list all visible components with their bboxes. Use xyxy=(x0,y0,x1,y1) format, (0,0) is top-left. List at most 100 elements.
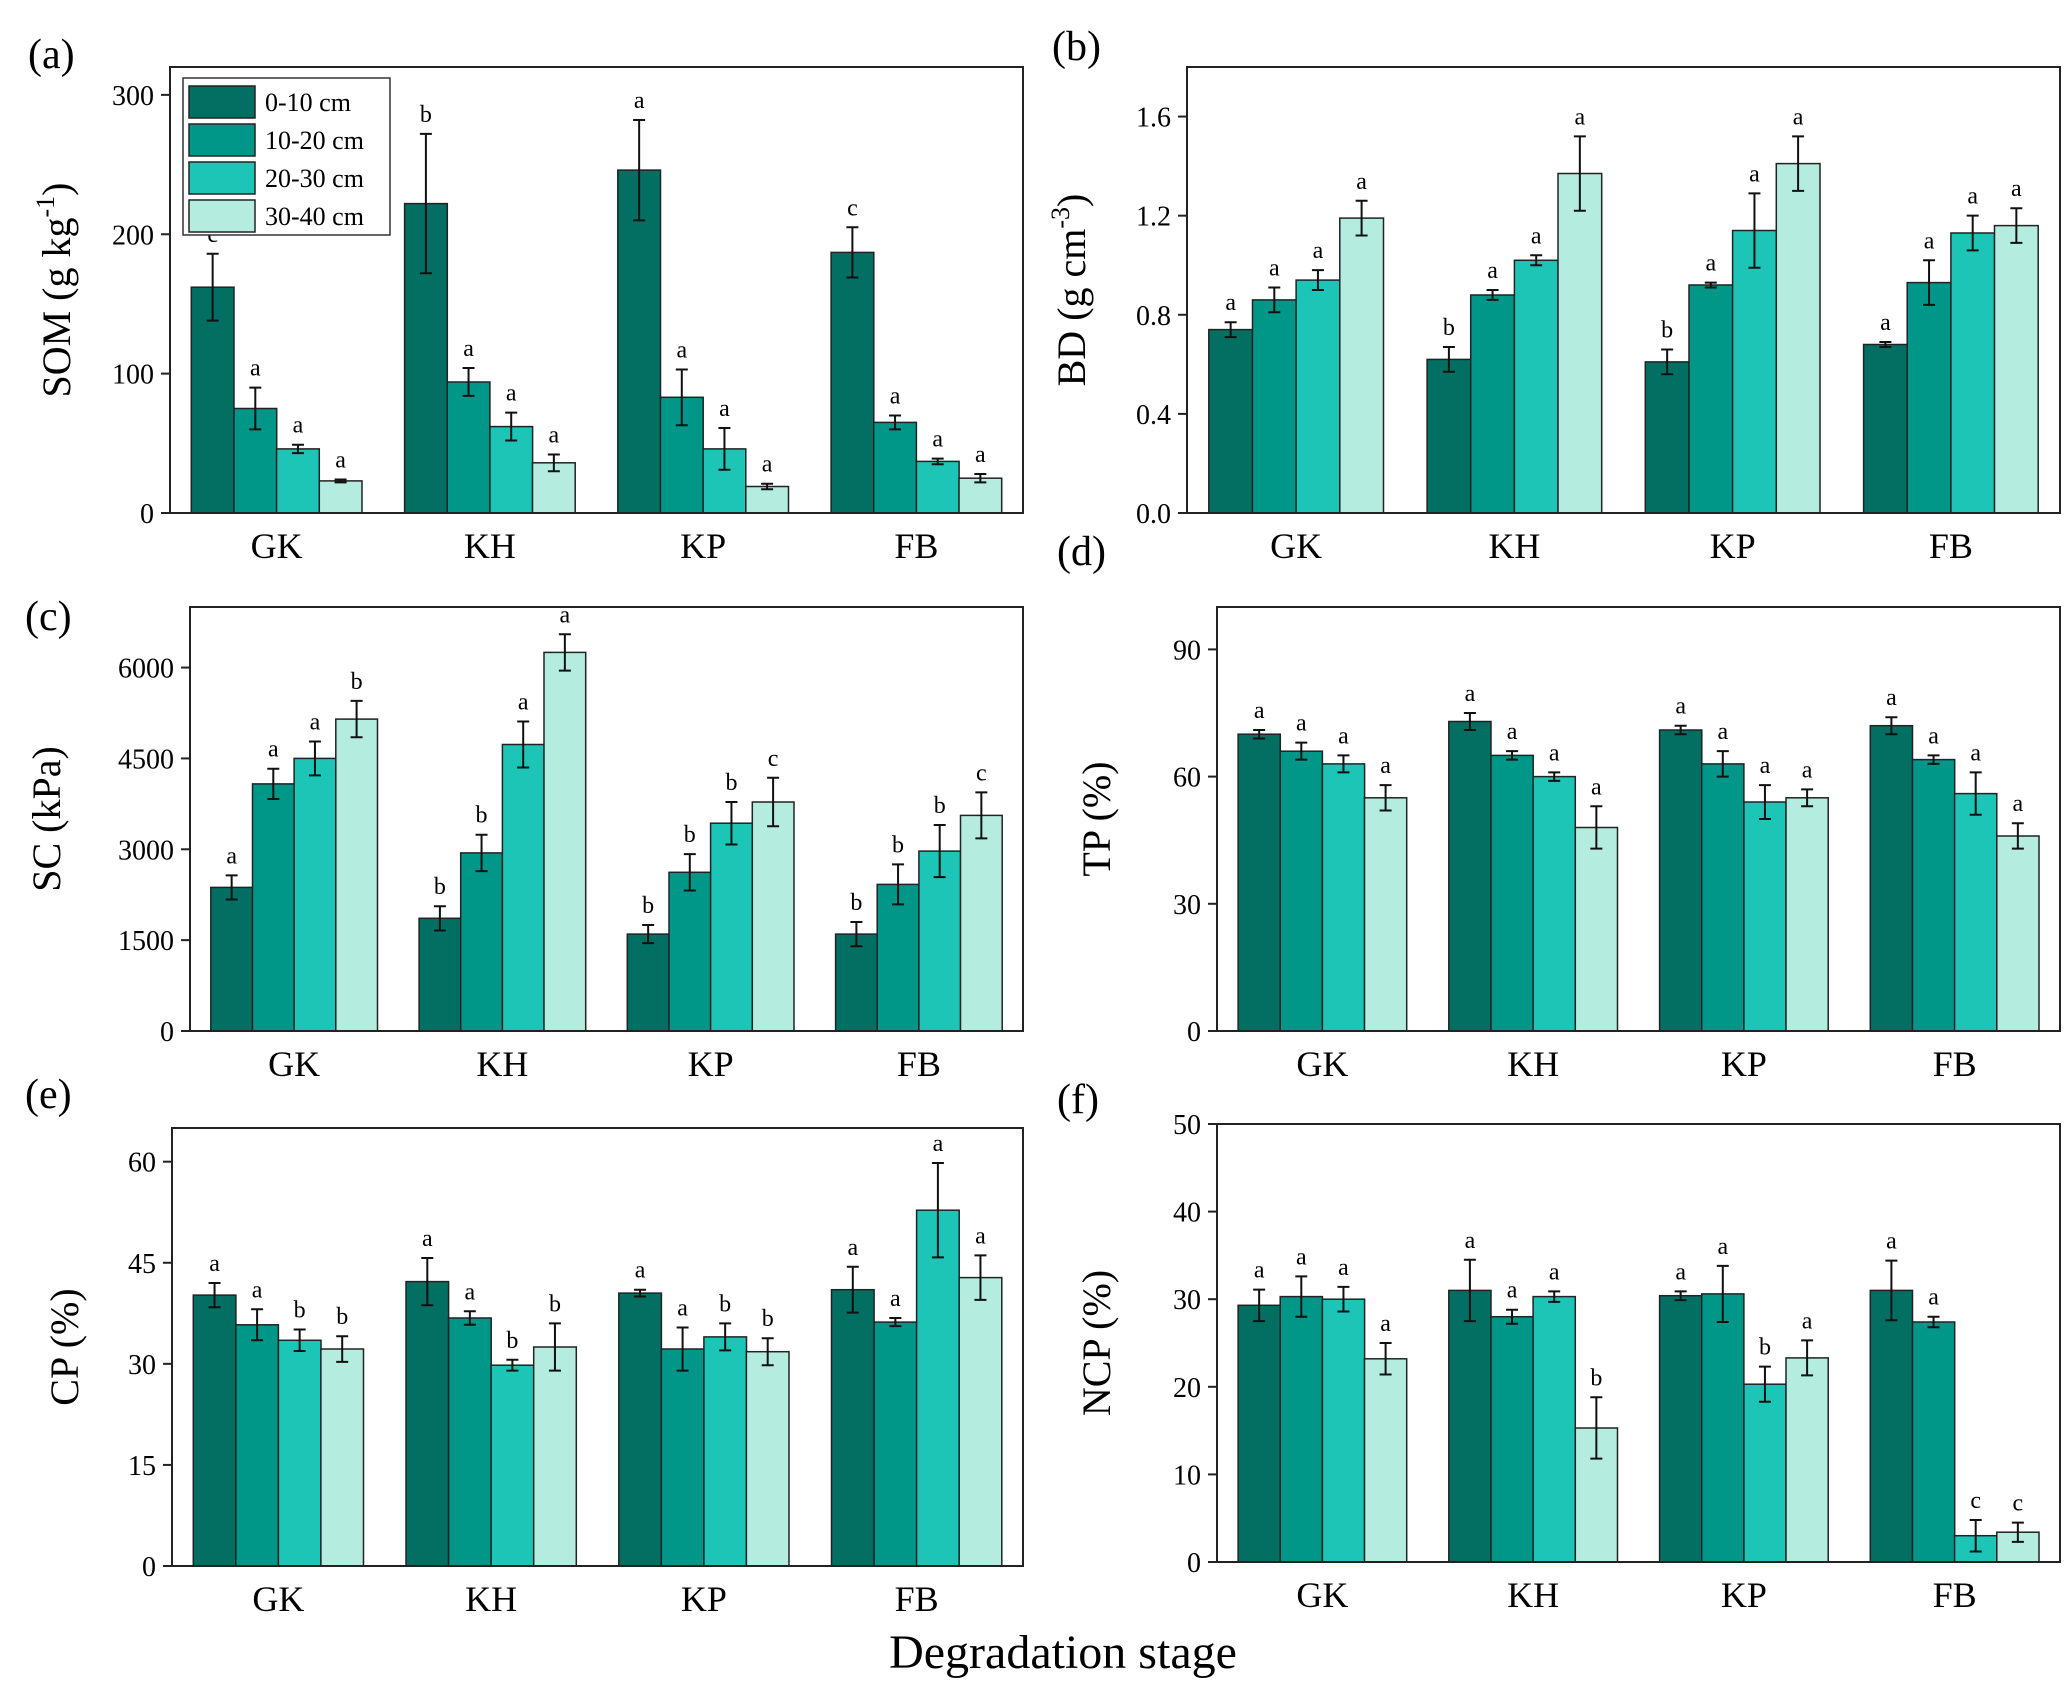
bar-FB-10-20cm xyxy=(876,883,920,1032)
error-bar xyxy=(475,833,488,873)
bar-GK-20-30cm xyxy=(275,448,321,514)
significance-letter: b xyxy=(294,1297,306,1323)
significance-letter: a xyxy=(422,1226,433,1252)
y-tick-label: 30 xyxy=(128,1350,156,1381)
error-bar xyxy=(676,1326,689,1372)
error-bar xyxy=(463,1310,476,1326)
significance-letter: b xyxy=(1759,1335,1771,1361)
y-tick-label: 40 xyxy=(1173,1198,1201,1229)
y-tick-label: 45 xyxy=(128,1249,156,1280)
significance-letter: a xyxy=(310,709,321,735)
error-bar xyxy=(506,1358,519,1372)
bar-GK-20-30cm xyxy=(293,757,337,1032)
x-tick-label: FB xyxy=(897,1044,941,1084)
panel-label: (c) xyxy=(25,594,72,640)
x-tick-label: FB xyxy=(1929,526,1973,566)
bar-KP-0-10cm xyxy=(1658,729,1703,1032)
significance-letter: a xyxy=(1924,228,1935,254)
bar-KP-30-40cm xyxy=(1775,162,1821,514)
x-tick-label: KH xyxy=(1488,526,1540,566)
x-tick-label: KP xyxy=(1721,1575,1767,1615)
x-tick-label: KH xyxy=(476,1044,528,1084)
significance-letter: b xyxy=(1443,315,1455,341)
error-bar xyxy=(1442,345,1455,373)
significance-letter: b xyxy=(934,793,946,819)
significance-letter: b xyxy=(850,890,862,916)
bar-FB-20-30cm xyxy=(1950,232,1996,514)
bar-GK-30-40cm xyxy=(1363,1358,1408,1563)
bar-KP-10-20cm xyxy=(659,396,704,514)
error-bar xyxy=(1337,754,1350,774)
error-bar xyxy=(1923,259,1936,306)
bar-KP-0-10cm xyxy=(626,933,670,1032)
significance-letter: a xyxy=(847,1235,858,1261)
error-bar xyxy=(1379,1342,1392,1376)
significance-letter: c xyxy=(976,760,987,786)
error-bar xyxy=(1969,771,1982,816)
significance-letter: a xyxy=(463,336,474,362)
x-tick-label: KP xyxy=(688,1044,734,1084)
bar-GK-30-40cm xyxy=(1363,797,1408,1032)
error-bar xyxy=(1311,269,1324,291)
significance-letter: a xyxy=(975,442,986,468)
y-tick-label: 1500 xyxy=(118,926,174,957)
error-bar xyxy=(1506,750,1519,761)
y-axis-title: SOM (g kg-1) xyxy=(31,182,79,397)
y-tick-label: 60 xyxy=(1173,763,1201,794)
error-bar xyxy=(2011,822,2024,850)
significance-letter: b xyxy=(1661,317,1673,343)
error-bar xyxy=(1506,1308,1519,1325)
bar-GK-10-20cm xyxy=(251,783,295,1032)
significance-letter: a xyxy=(1507,1278,1518,1304)
error-bar xyxy=(1337,1285,1350,1313)
significance-letter: a xyxy=(1705,251,1716,277)
error-bar xyxy=(634,1288,647,1298)
bar-FB-30-40cm xyxy=(1996,835,2040,1032)
panel-label: (f) xyxy=(1057,1077,1099,1123)
error-bar xyxy=(892,863,905,906)
bar-KH-30-40cm xyxy=(532,1346,578,1567)
x-tick-label: KP xyxy=(1710,526,1756,566)
legend-swatch xyxy=(188,199,256,233)
bar-KH-30-40cm xyxy=(1574,826,1619,1032)
significance-letter: a xyxy=(549,422,560,448)
bar-KH-10-20cm xyxy=(446,381,491,514)
x-tick-label: KH xyxy=(464,526,516,566)
significance-letter: a xyxy=(1749,161,1760,187)
significance-letter: a xyxy=(635,1258,646,1284)
panel-c: a a a b GK b b a a KH b b b c KP b b b c FB 0 1500 3000 4500 600… xyxy=(24,594,1024,1084)
error-bar xyxy=(1463,712,1476,731)
significance-letter: a xyxy=(1313,238,1324,264)
error-bar xyxy=(251,1308,264,1342)
bar-GK-30-40cm xyxy=(335,718,379,1032)
error-bar xyxy=(308,740,321,777)
error-bar xyxy=(1966,214,1979,252)
significance-letter: a xyxy=(1465,1228,1476,1254)
error-bar xyxy=(1879,341,1892,348)
bar-GK-20-30cm xyxy=(277,1339,322,1567)
bar-KP-10-20cm xyxy=(1700,1293,1745,1563)
legend-label: 20-30 cm xyxy=(265,164,364,193)
plot-frame xyxy=(189,606,1024,1032)
bar-KH-20-30cm xyxy=(501,743,545,1032)
error-bar xyxy=(208,1281,221,1309)
x-tick-label: FB xyxy=(895,1579,939,1619)
significance-letter: a xyxy=(2011,176,2022,202)
y-tick-label: 0 xyxy=(1187,1017,1201,1048)
error-bar xyxy=(633,118,646,222)
error-bar xyxy=(1355,199,1368,237)
legend-label: 0-10 cm xyxy=(265,88,351,117)
significance-letter: a xyxy=(250,356,261,382)
error-bar xyxy=(1486,289,1499,301)
significance-letter: a xyxy=(1254,1258,1265,1284)
bar-FB-0-10cm xyxy=(830,251,875,514)
error-bar xyxy=(725,801,738,846)
bar-KH-20-30cm xyxy=(1513,259,1559,514)
y-tick-label: 10 xyxy=(1173,1460,1201,1491)
legend-swatch xyxy=(188,123,256,157)
bar-FB-0-10cm xyxy=(834,933,879,1032)
error-bar xyxy=(931,1162,944,1259)
y-tick-label: 90 xyxy=(1173,635,1201,666)
x-tick-label: KP xyxy=(1721,1044,1767,1084)
bar-KP-30-40cm xyxy=(745,485,790,514)
